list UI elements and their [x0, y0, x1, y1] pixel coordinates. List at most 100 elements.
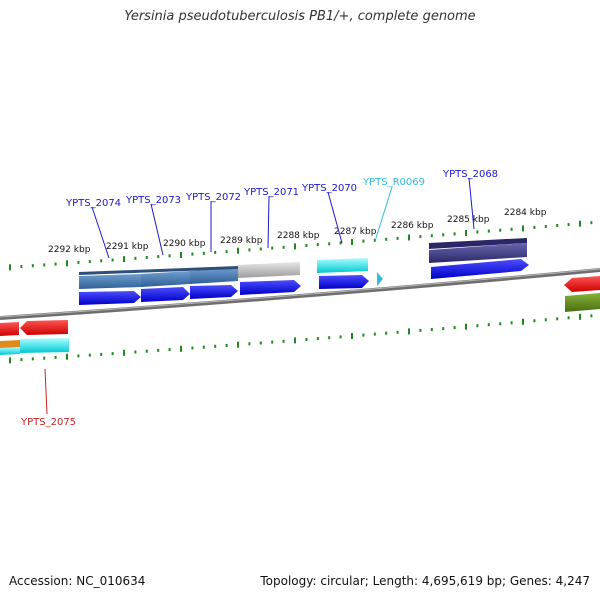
minor-tick: [77, 354, 80, 358]
genome-summary: Topology: circular; Length: 4,695,619 bp…: [260, 574, 590, 588]
cds-arrow-ypts-2072[interactable]: [190, 285, 238, 299]
minor-tick: [20, 265, 23, 268]
gene-label-ypts-2073[interactable]: YPTS_2073: [125, 195, 181, 206]
minor-tick: [225, 250, 228, 254]
minor-tick: [453, 326, 456, 330]
genome-backbone-highlight: [0, 268, 600, 318]
minor-tick: [556, 317, 559, 321]
minor-tick: [487, 323, 490, 327]
minor-tick: [202, 345, 205, 349]
cds-arrow-ypts-2073[interactable]: [141, 287, 190, 302]
rna-feature-ypts-2075[interactable]: [20, 338, 69, 353]
minor-tick: [248, 342, 251, 346]
major-tick: [351, 239, 353, 245]
major-tick: [9, 357, 11, 364]
minor-tick: [88, 353, 91, 357]
gene-label-ypts-2072[interactable]: YPTS_2072: [185, 192, 241, 203]
scale-label: 2289 kbp: [220, 236, 263, 246]
cds-arrow-ypts-2074[interactable]: [79, 291, 141, 305]
minor-tick: [339, 241, 342, 245]
cds-arrow-ypts-2075[interactable]: [20, 320, 68, 335]
minor-tick: [100, 259, 103, 263]
minor-tick: [168, 348, 171, 352]
minor-tick: [430, 234, 433, 238]
minor-tick: [567, 316, 570, 320]
rna-feature-left-cyan[interactable]: [0, 347, 20, 355]
minor-tick: [533, 225, 536, 229]
minor-tick: [430, 328, 433, 331]
minor-tick: [316, 243, 319, 247]
cds-track: [79, 259, 529, 305]
scale-label: 2285 kbp: [447, 215, 490, 225]
gene-label-ypts-2068[interactable]: YPTS_2068: [442, 169, 498, 180]
rna-arrow-ypts-r0069[interactable]: [377, 272, 383, 286]
cds-arrow-ypts-2071[interactable]: [240, 280, 301, 295]
minor-tick: [248, 248, 251, 252]
gene-label-ypts-2075[interactable]: YPTS_2075: [20, 417, 76, 428]
major-tick: [123, 256, 125, 263]
minor-tick: [453, 232, 456, 236]
rna-feature-ypts-2070[interactable]: [317, 258, 368, 273]
gene-feature-ypts-2071[interactable]: [238, 262, 300, 278]
gene-feature-ypts-2073[interactable]: [141, 271, 190, 287]
gene-labels: YPTS_2074 YPTS_2073 YPTS_2072 YPTS_2071 …: [20, 169, 498, 428]
cds-arrow-right-red[interactable]: [564, 276, 600, 292]
minor-tick: [77, 260, 80, 264]
minor-tick: [556, 224, 559, 227]
minor-tick: [225, 344, 228, 347]
major-tick: [237, 247, 239, 254]
cds-arrow-ypts-2068[interactable]: [431, 259, 529, 279]
minor-tick: [259, 341, 262, 345]
gene-track: [79, 238, 527, 289]
gene-feature-right-olive[interactable]: [565, 293, 600, 312]
major-tick: [237, 341, 239, 348]
minor-tick: [544, 318, 547, 322]
gene-label-ypts-2071[interactable]: YPTS_2071: [243, 187, 299, 198]
major-tick: [579, 220, 581, 227]
minor-tick: [510, 227, 513, 231]
gene-feature-ypts-2072[interactable]: [190, 268, 238, 284]
cds-arrow-ypts-2070[interactable]: [319, 275, 369, 289]
gene-feature-ypts-2068[interactable]: [429, 243, 527, 263]
minor-tick: [385, 237, 388, 241]
scale-label: 2286 kbp: [391, 221, 434, 231]
gene-label-ypts-2074[interactable]: YPTS_2074: [65, 198, 121, 209]
minor-tick: [339, 335, 342, 339]
right-edge-track: [564, 276, 600, 312]
gene-feature-left-orange[interactable]: [0, 340, 20, 349]
minor-tick: [168, 254, 171, 258]
accession-text: Accession: NC_010634: [9, 574, 146, 588]
minor-tick: [100, 352, 103, 356]
minor-tick: [305, 338, 308, 341]
gene-feature-left-red[interactable]: [0, 322, 19, 336]
major-tick: [522, 318, 524, 325]
minor-tick: [373, 238, 376, 242]
scale-label: 2291 kbp: [106, 242, 149, 252]
leader-lines: [44, 177, 475, 415]
scale-labels: 2292 kbp 2291 kbp 2290 kbp 2289 kbp 2288…: [48, 208, 547, 255]
minor-tick: [214, 344, 217, 348]
major-tick: [294, 337, 296, 344]
minor-tick: [316, 337, 319, 341]
minor-tick: [396, 236, 399, 240]
minor-tick: [396, 330, 399, 334]
minor-tick: [476, 230, 479, 234]
minor-tick: [134, 256, 137, 260]
minor-tick: [476, 324, 479, 328]
major-tick: [579, 313, 581, 320]
gene-topbar: [429, 238, 527, 249]
minor-tick: [442, 327, 445, 331]
major-tick: [522, 225, 524, 232]
gene-label-ypts-2070[interactable]: YPTS_2070: [301, 183, 357, 194]
minor-tick: [328, 242, 331, 246]
scale-label: 2287 kbp: [334, 227, 377, 237]
minor-tick: [362, 333, 365, 337]
minor-tick: [385, 331, 388, 335]
gene-feature-ypts-2074[interactable]: [79, 274, 141, 289]
major-tick: [465, 323, 467, 330]
scale-label: 2290 kbp: [163, 239, 206, 249]
minor-tick: [31, 357, 34, 361]
gene-label-ypts-r0069[interactable]: YPTS_R0069: [362, 177, 425, 188]
minor-tick: [145, 256, 148, 259]
